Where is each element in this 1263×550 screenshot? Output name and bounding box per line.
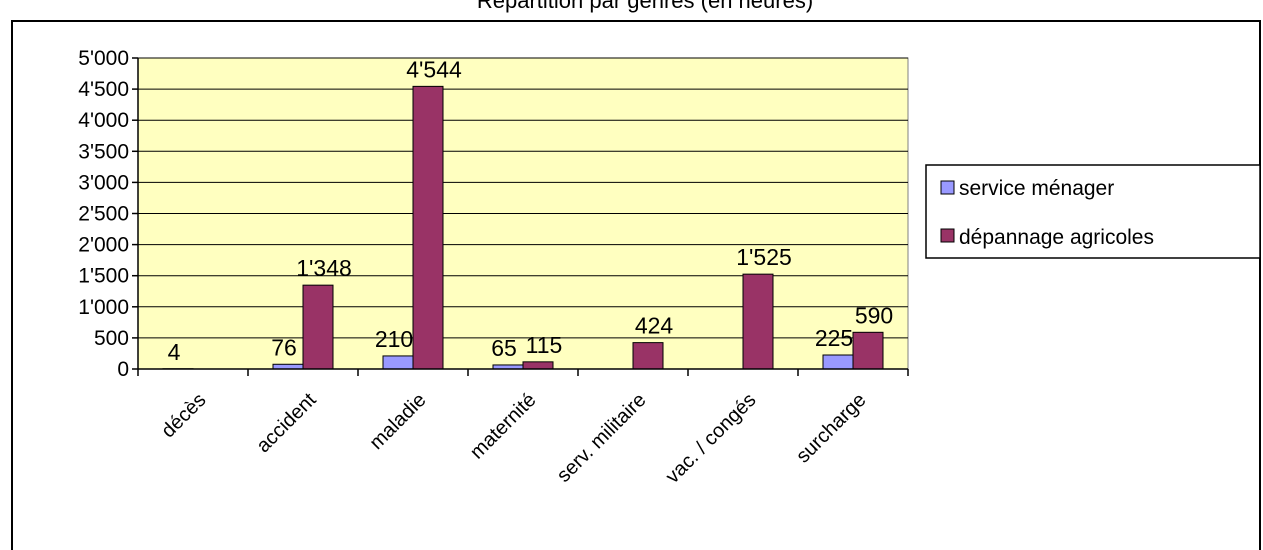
y-tick-label: 2'500 xyxy=(78,203,129,226)
y-tick-label: 0 xyxy=(117,358,129,381)
data-labels: 4 76 210 65 225 1'348 4'544 115 424 1'525 590 xyxy=(168,56,894,364)
data-label: 210 xyxy=(375,326,413,352)
data-label: 4 xyxy=(168,339,181,365)
legend-label-service-menager: service ménager xyxy=(959,177,1114,200)
y-tick-label: 4'500 xyxy=(78,78,129,101)
legend-box xyxy=(925,164,1261,259)
data-label: 424 xyxy=(635,313,674,339)
bar xyxy=(522,361,554,370)
bar xyxy=(742,273,774,370)
chart-title: Répartition par genres (en heures) xyxy=(477,0,813,13)
axes xyxy=(132,57,909,376)
data-label: 65 xyxy=(491,335,517,361)
y-tick-label: 1'000 xyxy=(78,296,129,319)
bar xyxy=(632,342,664,370)
y-tick-label: 3'500 xyxy=(78,140,129,163)
data-label: 115 xyxy=(526,332,563,358)
y-tick-label: 1'500 xyxy=(78,265,129,288)
bar xyxy=(302,284,334,370)
bar xyxy=(382,355,414,370)
bar xyxy=(822,354,854,370)
y-tick-label: 5'000 xyxy=(78,47,129,70)
legend-label-depannage-agricoles: dépannage agricoles xyxy=(959,226,1154,249)
bar xyxy=(852,331,884,370)
y-tick-labels: 0 500 1'000 1'500 2'000 2'500 3'000 3'500 4'000 4… xyxy=(78,47,129,381)
data-label: 76 xyxy=(271,334,297,360)
data-label: 225 xyxy=(815,325,853,351)
y-tick-label: 2'000 xyxy=(78,234,129,257)
data-label: 1'348 xyxy=(296,255,352,281)
bar xyxy=(412,85,444,370)
y-tick-label: 4'000 xyxy=(78,109,129,132)
legend-swatch-depannage-agricoles xyxy=(940,228,955,243)
y-tick-label: 3'000 xyxy=(78,171,129,194)
data-label: 4'544 xyxy=(406,56,462,82)
data-label: 1'525 xyxy=(736,244,792,270)
y-tick-label: 500 xyxy=(94,327,129,350)
data-label: 590 xyxy=(855,302,893,328)
gridlines xyxy=(138,57,908,339)
legend-swatch-service-menager xyxy=(940,180,955,195)
legend: service ménager dépannage agricoles xyxy=(925,164,1261,259)
